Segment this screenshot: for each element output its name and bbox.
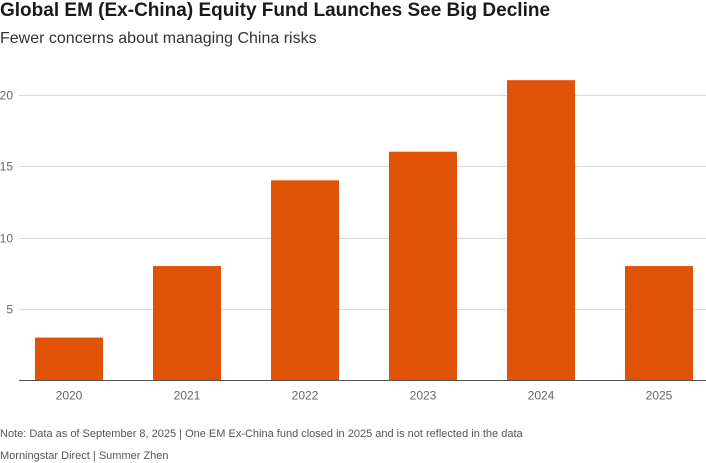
gridlines [19,95,706,310]
x-tick-label-2021: 2021 [174,389,201,403]
bar-2020 [35,337,103,381]
source-credit: Morningstar Direct | Summer Zhen [0,450,169,462]
footnote: Note: Data as of September 8, 2025 | One… [0,428,523,440]
chart-subtitle: Fewer concerns about managing China risk… [0,30,317,47]
y-tick-label-5: 5 [6,303,13,317]
y-tick-labels: 5 10 15 20 [0,89,13,317]
bar-chart: 5 10 15 20 2020 2021 2022 2023 2024 2025 [0,80,706,403]
bar-2025 [625,266,693,381]
bar-2024 [507,80,575,381]
bar-2021 [153,266,221,381]
bar-2023 [389,151,457,381]
bar-2022 [271,180,339,381]
y-tick-label-15: 15 [0,160,13,174]
y-tick-label-20: 20 [0,89,13,103]
chart-title: Global EM (Ex-China) Equity Fund Launche… [0,0,551,21]
x-tick-label-2020: 2020 [56,389,83,403]
x-tick-label-2024: 2024 [528,389,555,403]
y-tick-label-10: 10 [0,232,13,246]
x-tick-label-2022: 2022 [292,389,319,403]
x-tick-label-2023: 2023 [410,389,437,403]
x-tick-labels: 2020 2021 2022 2023 2024 2025 [56,389,673,403]
bars [35,80,693,381]
x-tick-label-2025: 2025 [646,389,673,403]
